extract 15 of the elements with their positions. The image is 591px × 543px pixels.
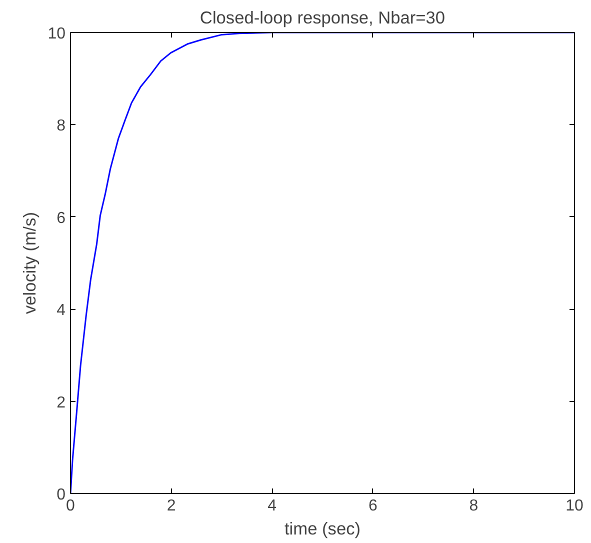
y-tick-label: 0: [56, 486, 66, 504]
x-tick-label: 4: [268, 498, 277, 514]
chart-title: Closed-loop response, Nbar=30: [200, 8, 446, 28]
x-tick-label: 6: [368, 498, 378, 514]
line-series: [70, 32, 574, 494]
y-axis-title: velocity (m/s): [20, 212, 40, 314]
x-tick-label: 2: [166, 498, 176, 514]
y-tick-label: 4: [56, 302, 66, 320]
y-tick-label: 8: [56, 118, 66, 135]
x-tick-label: 10: [566, 498, 584, 514]
x-axis-title: time (sec): [284, 518, 361, 538]
y-tick-label: 6: [56, 210, 66, 227]
y-tick-label: 10: [48, 26, 66, 42]
x-tick-label: 8: [469, 498, 478, 514]
y-tick-label: 2: [56, 394, 66, 412]
